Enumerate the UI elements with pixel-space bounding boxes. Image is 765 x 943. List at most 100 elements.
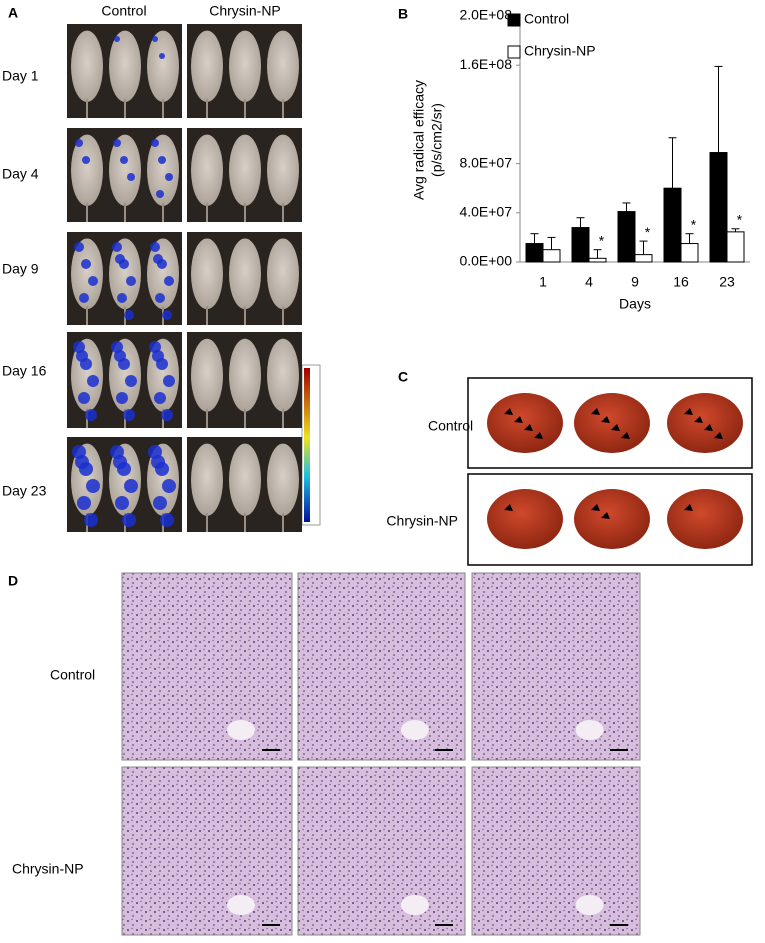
vessel [575,895,604,915]
arrowhead [504,408,513,415]
signal [114,36,120,42]
signal [165,173,173,181]
signal [161,409,173,421]
histology-image [471,766,641,936]
signal [75,455,89,469]
signal [116,392,128,404]
signal [155,293,165,303]
signal [117,293,127,303]
liver-box [467,377,753,469]
liver [667,489,743,549]
legend-label: Chrysin-NP [524,43,596,59]
signal [164,276,174,286]
arrowhead [504,504,513,511]
mouse [109,30,141,103]
signal [160,513,174,527]
signal [156,190,164,198]
histology-image [297,572,466,761]
bar [571,227,590,263]
vessel [400,895,429,915]
signal [112,242,122,252]
y-tick-label: 2.0E+08 [459,7,512,23]
mouse [191,30,223,103]
significance: * [691,216,697,232]
arrowhead [621,432,630,439]
vessel [400,720,429,740]
signal [75,139,83,147]
mouse [191,238,223,310]
mouse [109,134,141,207]
y-axis-title: Avg radical efficacy [411,80,427,200]
bar [525,243,544,263]
arrowhead [714,432,723,439]
mouse [71,134,103,207]
bar [680,243,699,263]
mouse [71,238,103,310]
signal [115,254,125,264]
signal [153,496,167,510]
signal [85,409,97,421]
liver-box [467,473,753,566]
panel-label: D [8,573,18,589]
signal [158,156,166,164]
signal [124,479,138,493]
panel-label: C [398,369,408,385]
signal [126,276,136,286]
color-scale [304,368,310,522]
signal [163,375,175,387]
liver [667,393,743,453]
signal [123,409,135,421]
arrowhead [514,416,523,423]
signal [127,173,135,181]
signal [84,513,98,527]
x-tick-label: 1 [539,274,547,290]
y-tick-label: 1.6E+08 [459,56,512,72]
y-tick-label: 4.0E+07 [459,204,512,220]
signal [88,276,98,286]
signal [151,455,165,469]
mouse [191,338,223,412]
arrowhead [601,512,610,519]
column-header: Chrysin-NP [209,3,281,19]
x-tick-label: 16 [673,274,689,290]
y-tick-label: 0.0E+00 [459,253,512,269]
row-label: Day 16 [2,363,47,379]
mouse [267,338,299,412]
legend-label: Control [524,11,569,27]
row-label: Chrysin-NP [12,861,84,877]
mouse [267,238,299,310]
mouse [191,443,223,516]
arrowhead [611,424,620,431]
y-tick-label: 8.0E+07 [459,154,512,170]
arrowhead [534,432,543,439]
significance: * [645,224,651,240]
histology-image [121,766,293,936]
bar [663,187,682,263]
bar [617,211,636,263]
signal [120,156,128,164]
signal [82,156,90,164]
bar [709,152,728,263]
signal [77,496,91,510]
mouse [147,30,179,103]
signal [74,242,84,252]
signal [122,513,136,527]
significance: * [599,232,605,248]
legend-swatch [507,45,521,59]
signal [113,139,121,147]
liver [487,489,563,549]
panel-label: A [8,5,18,21]
mouse [229,338,261,412]
row-label: Day 4 [2,166,39,182]
vessel [575,720,604,740]
signal [124,310,134,320]
signal [113,455,127,469]
y-axis-title: (p/s/cm2/sr) [429,103,445,177]
arrowhead [684,504,693,511]
signal [152,350,164,362]
panel-label: B [398,6,408,22]
vessel [227,720,255,740]
signal [87,375,99,387]
signal [81,259,91,269]
x-tick-label: 9 [631,274,639,290]
